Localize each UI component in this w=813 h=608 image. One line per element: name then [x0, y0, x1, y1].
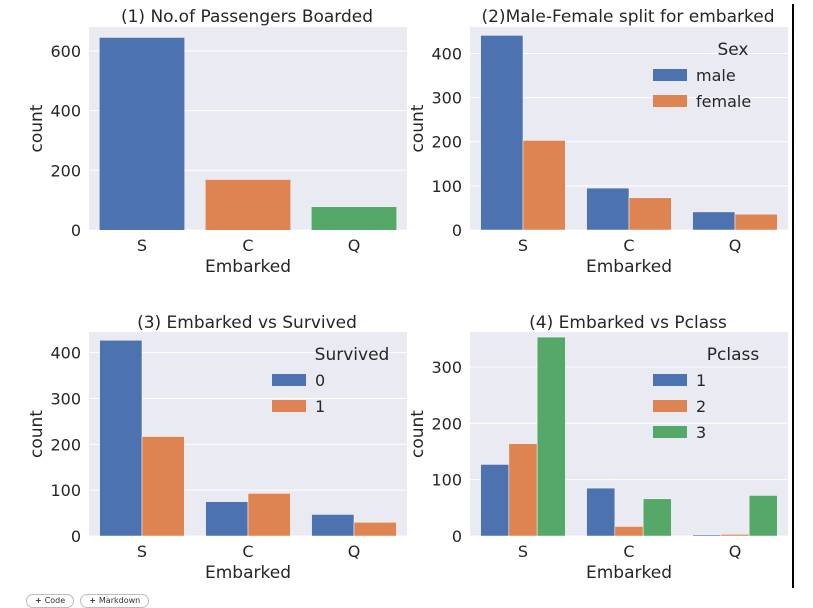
bar — [522, 140, 566, 231]
x-axis-label: Embarked — [205, 563, 291, 583]
y-axis-label: count — [408, 104, 428, 152]
bar — [734, 213, 778, 231]
y-tick-label: 100 — [50, 481, 81, 500]
legend-title: Pclass — [707, 345, 760, 365]
legend-swatch — [653, 69, 687, 81]
y-tick-label: 200 — [50, 161, 81, 180]
bar — [141, 436, 185, 537]
bar — [536, 336, 566, 537]
y-tick-label: 0 — [71, 527, 81, 546]
x-tick-label: Q — [729, 542, 742, 561]
y-tick-label: 300 — [431, 89, 462, 108]
y-tick-label: 200 — [50, 435, 81, 454]
x-tick-label: C — [623, 542, 634, 561]
bar — [247, 493, 291, 537]
x-tick-label: S — [518, 542, 528, 561]
legend-label: female — [696, 92, 751, 111]
chart-title: (4) Embarked vs Pclass — [529, 313, 727, 333]
cell-divider — [792, 4, 794, 588]
legend-label: 1 — [696, 371, 706, 390]
legend-swatch — [272, 400, 306, 412]
add-code-label: Code — [44, 596, 66, 605]
x-tick-label: Q — [348, 236, 361, 255]
bar — [99, 37, 185, 231]
legend-label: 2 — [696, 397, 706, 416]
bar — [692, 534, 722, 537]
bar — [480, 35, 524, 231]
x-tick-label: S — [137, 542, 147, 561]
add-code-button[interactable]: + Code — [26, 594, 75, 608]
bar — [692, 211, 736, 231]
bar — [586, 487, 616, 537]
x-axis-label: Embarked — [205, 257, 291, 277]
y-axis-label: count — [27, 104, 47, 152]
bar — [642, 498, 672, 537]
y-axis-label: count — [408, 410, 428, 458]
x-tick-label: Q — [348, 542, 361, 561]
add-markdown-label: Markdown — [98, 596, 141, 605]
y-tick-label: 0 — [452, 527, 462, 546]
legend-swatch — [272, 374, 306, 386]
y-tick-label: 200 — [431, 414, 462, 433]
bar — [480, 464, 510, 537]
plus-icon: + — [89, 596, 96, 605]
bar — [311, 207, 397, 230]
bar — [614, 526, 644, 537]
add-markdown-button[interactable]: + Markdown — [80, 594, 150, 608]
legend-swatch — [653, 426, 687, 438]
legend-label: 3 — [696, 423, 706, 442]
chart-title: (3) Embarked vs Survived — [137, 313, 357, 333]
y-axis-label: count — [27, 410, 47, 458]
x-tick-label: C — [623, 236, 634, 255]
x-axis-label: Embarked — [586, 563, 672, 583]
legend-swatch — [653, 400, 687, 412]
legend-label: male — [696, 66, 736, 85]
x-tick-label: C — [242, 236, 253, 255]
bar — [205, 501, 249, 537]
cell-toolbar: + Code + Markdown — [26, 594, 150, 608]
bar — [586, 187, 630, 231]
y-tick-label: 300 — [431, 358, 462, 377]
bar — [205, 179, 291, 230]
plus-icon: + — [35, 596, 42, 605]
y-tick-label: 0 — [71, 221, 81, 240]
y-tick-label: 400 — [50, 344, 81, 363]
y-tick-label: 600 — [50, 42, 81, 61]
y-tick-label: 200 — [431, 133, 462, 152]
bar — [748, 495, 778, 537]
legend-swatch — [653, 374, 687, 386]
x-tick-label: Q — [729, 236, 742, 255]
y-tick-label: 400 — [431, 44, 462, 63]
x-tick-label: S — [137, 236, 147, 255]
y-tick-label: 0 — [452, 221, 462, 240]
bar — [720, 534, 750, 537]
legend-title: Sex — [717, 40, 748, 60]
y-tick-label: 100 — [431, 471, 462, 490]
bar — [508, 443, 538, 537]
x-tick-label: C — [242, 542, 253, 561]
legend-swatch — [653, 95, 687, 107]
y-tick-label: 300 — [50, 389, 81, 408]
bar — [628, 197, 672, 231]
legend-label: 0 — [315, 371, 325, 390]
bar — [353, 521, 397, 537]
legend-label: 1 — [315, 397, 325, 416]
bar — [99, 340, 143, 537]
bar — [311, 514, 355, 537]
chart-title: (1) No.of Passengers Boarded — [121, 7, 373, 27]
y-tick-label: 100 — [431, 177, 462, 196]
legend-title: Survived — [315, 345, 390, 365]
x-axis-label: Embarked — [586, 257, 672, 277]
y-tick-label: 400 — [50, 102, 81, 121]
chart-title: (2)Male-Female split for embarked — [481, 7, 774, 27]
x-tick-label: S — [518, 236, 528, 255]
